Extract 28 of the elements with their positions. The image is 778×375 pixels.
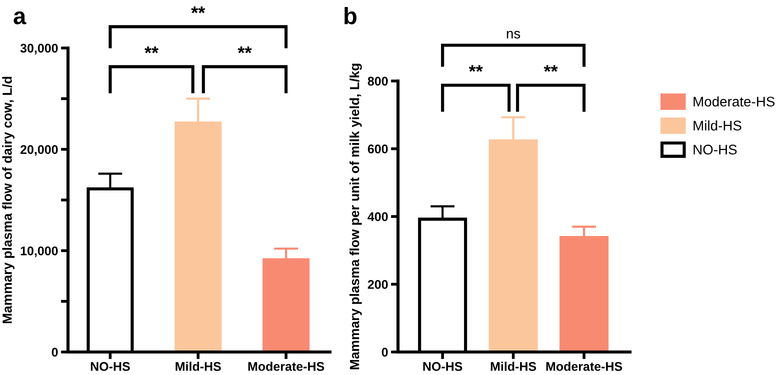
y-tick-label: 0 (382, 348, 388, 357)
chart-title: a (14, 11, 26, 24)
y-tick-label: 200 (368, 280, 388, 289)
y-tick-label: 30,000 (20, 44, 58, 54)
y-axis-title: Mammary plasma flow per unit of milk yield, L/kg (350, 64, 362, 370)
text: ** (468, 65, 483, 72)
text: ** (544, 65, 558, 72)
annotation: ** (144, 46, 159, 54)
x-tick-label: Mild-HS (176, 362, 221, 371)
x-tick-label: Mild-HS (490, 362, 536, 371)
legend-label: Moderate-HS (694, 96, 775, 107)
y-tick-label: 0 (52, 348, 58, 357)
y-tick-label: 20,000 (20, 145, 58, 156)
y-tick-label: 10,000 (20, 246, 58, 258)
x-tick-label: Moderate-HS (248, 362, 324, 371)
text: ** (191, 6, 206, 14)
text: ns (506, 30, 520, 38)
y-tick-label: 600 (368, 144, 388, 154)
annotation: ** (238, 46, 252, 54)
legend-label: Mild-HS (694, 120, 742, 131)
chart-title: b (344, 6, 356, 24)
x-tick-label: NO-HS (90, 362, 130, 371)
legend-label: NO-HS (694, 144, 737, 155)
y-axis-title: Mammary plasma flow of dairy cow, L/d (2, 76, 14, 324)
y-tick-label: 800 (368, 76, 388, 86)
y-tick-label: 400 (368, 212, 388, 222)
x-tick-label: Moderate-HS (546, 362, 622, 371)
x-tick-label: NO-HS (423, 362, 462, 371)
